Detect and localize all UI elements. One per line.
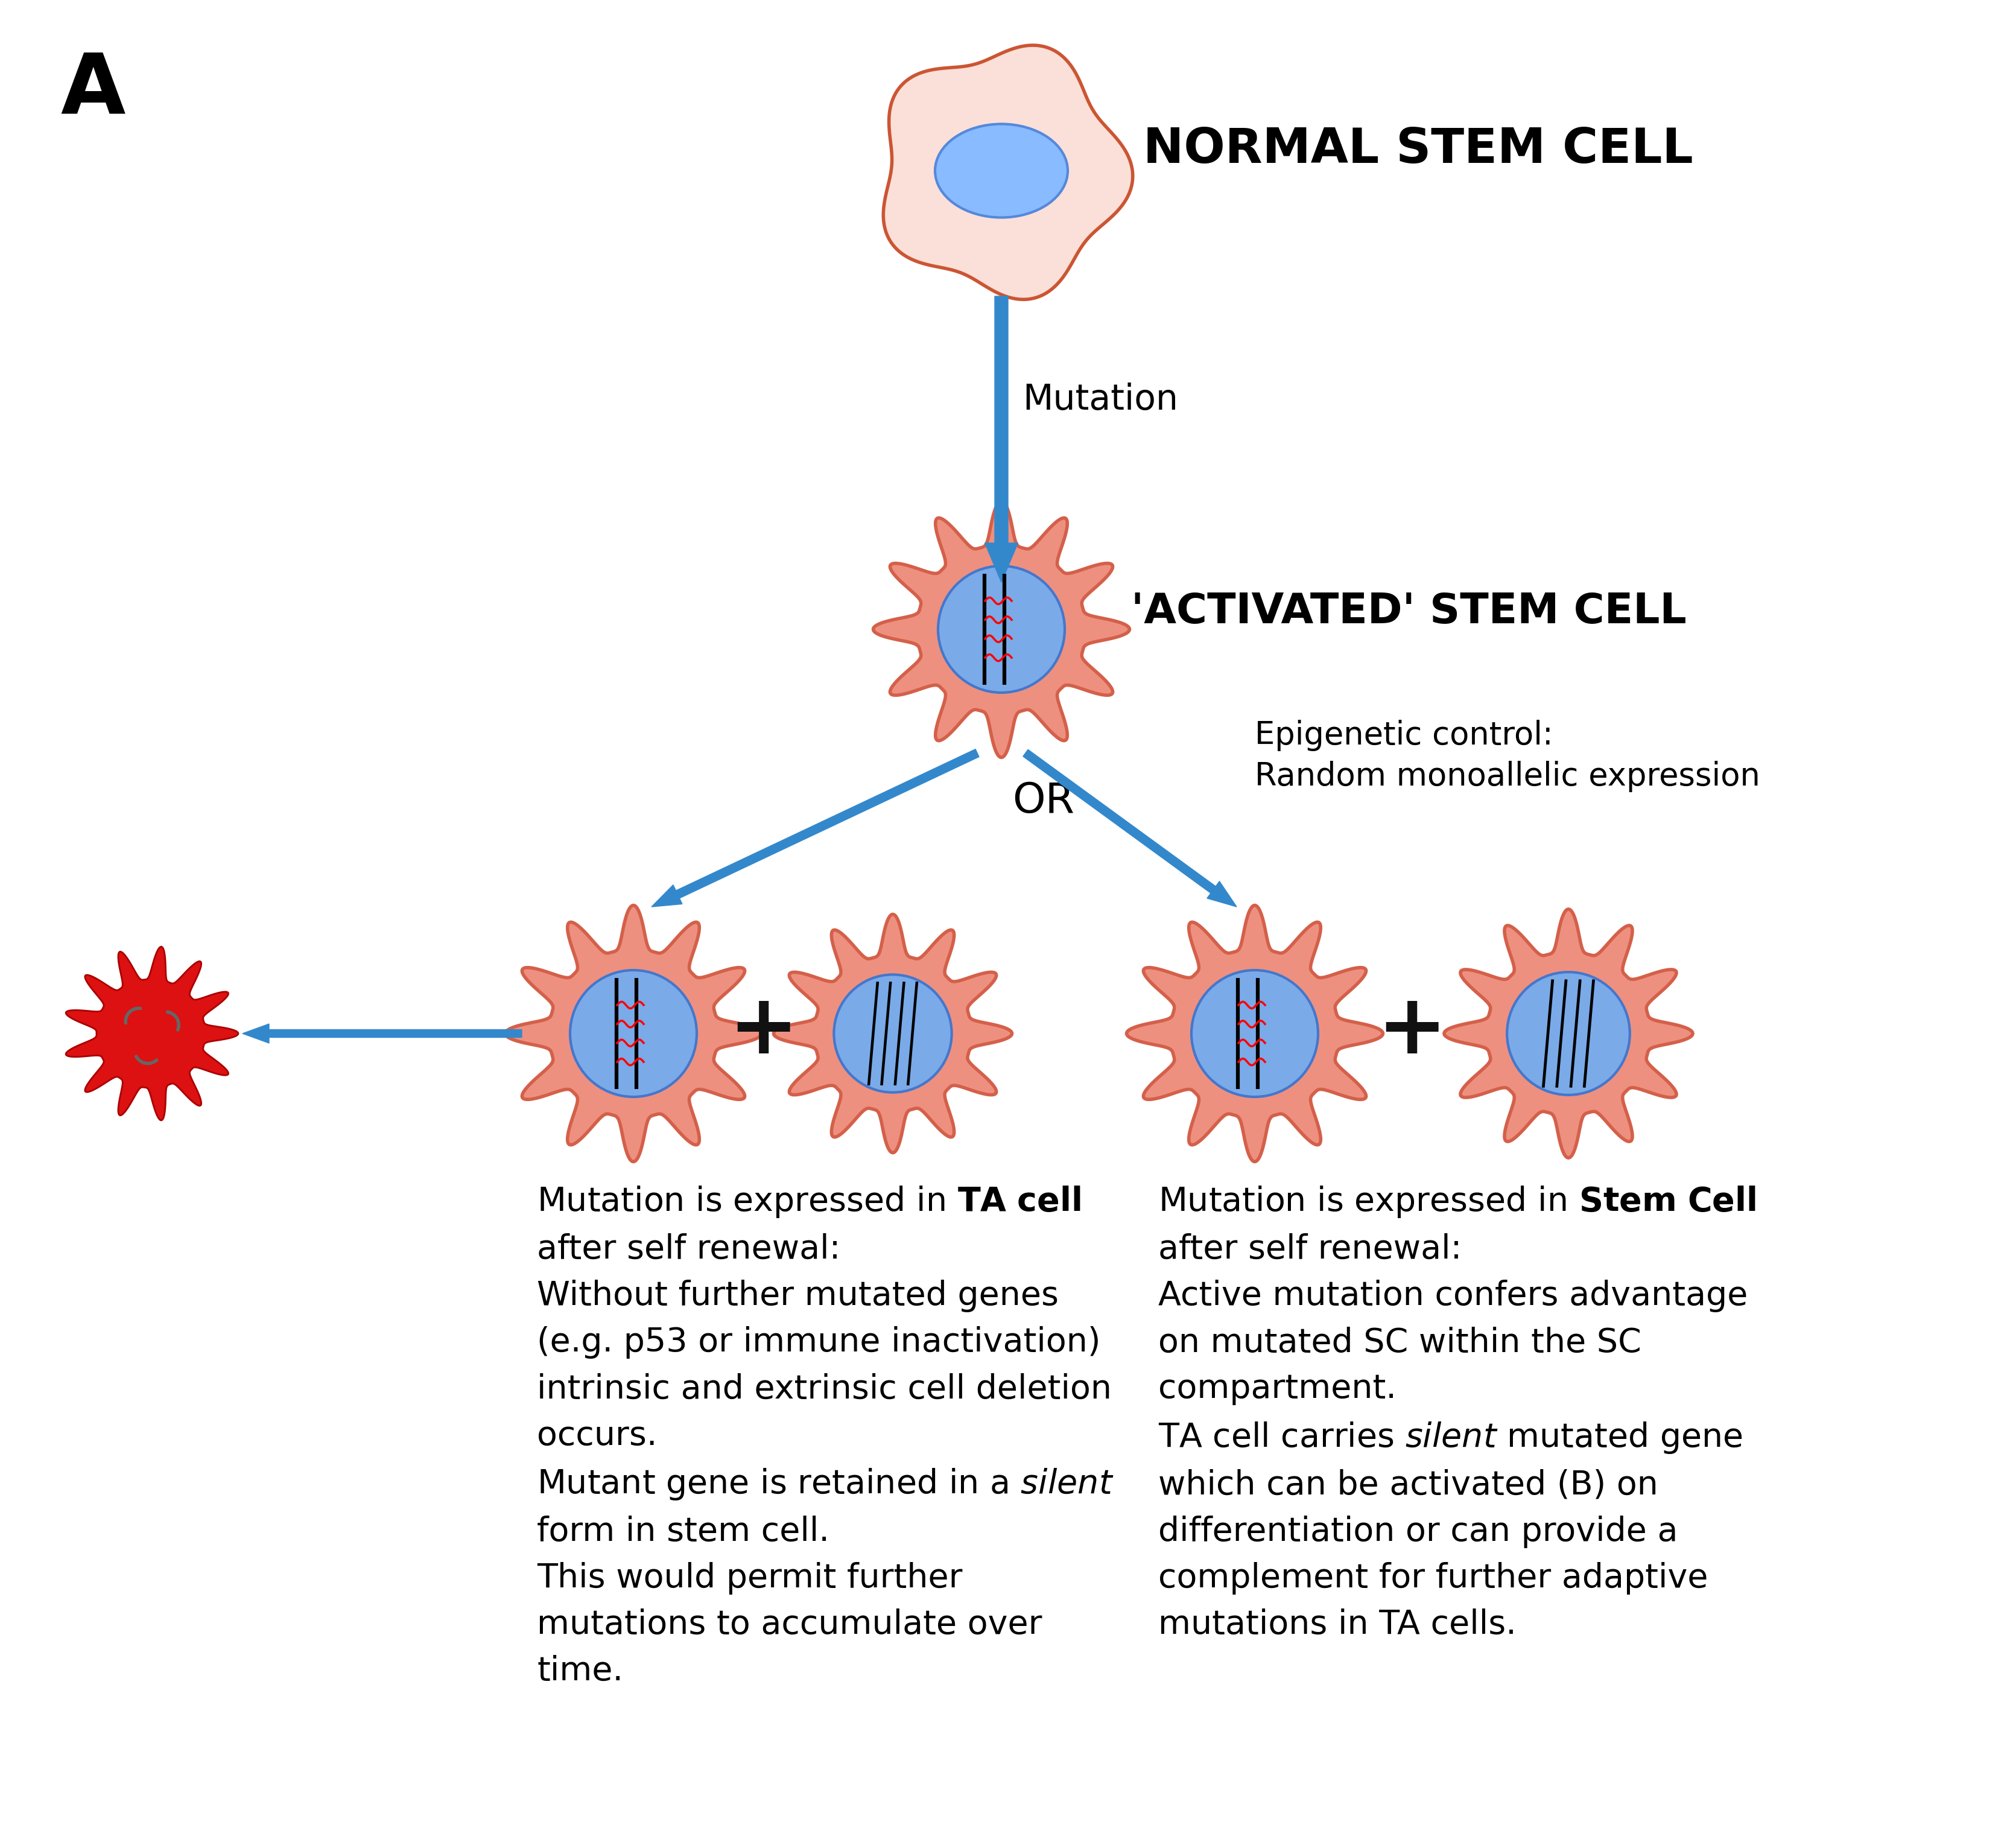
Text: Epigenetic control:
Random monoallelic expression: Epigenetic control: Random monoallelic e… [1254, 719, 1761, 793]
Text: Mutation: Mutation [1023, 383, 1178, 418]
FancyArrow shape [243, 1024, 523, 1042]
Polygon shape [66, 946, 239, 1120]
Circle shape [939, 565, 1065, 693]
Text: Mutation is expressed in $\mathbf{TA\ cell}$
after self renewal:
Without further: Mutation is expressed in $\mathbf{TA\ ce… [537, 1185, 1114, 1687]
Text: Mutation is expressed in $\mathbf{Stem\ Cell}$
after self renewal:
Active mutati: Mutation is expressed in $\mathbf{Stem\ … [1158, 1185, 1757, 1641]
FancyArrow shape [651, 748, 979, 907]
Ellipse shape [935, 124, 1067, 218]
Text: +: + [1377, 991, 1447, 1072]
Text: OR: OR [1013, 782, 1075, 821]
Circle shape [1192, 970, 1319, 1098]
Circle shape [1508, 972, 1630, 1096]
Polygon shape [1443, 909, 1692, 1159]
Polygon shape [1126, 906, 1383, 1162]
Polygon shape [872, 501, 1130, 758]
FancyArrow shape [985, 296, 1017, 582]
Circle shape [571, 970, 697, 1098]
Text: +: + [728, 991, 798, 1072]
FancyArrow shape [1023, 750, 1236, 907]
Polygon shape [505, 906, 762, 1162]
Circle shape [834, 974, 951, 1092]
Text: NORMAL STEM CELL: NORMAL STEM CELL [1144, 126, 1692, 174]
Polygon shape [882, 44, 1134, 299]
Polygon shape [774, 915, 1011, 1153]
Text: A: A [60, 50, 125, 131]
Text: 'ACTIVATED' STEM CELL: 'ACTIVATED' STEM CELL [1132, 591, 1686, 632]
